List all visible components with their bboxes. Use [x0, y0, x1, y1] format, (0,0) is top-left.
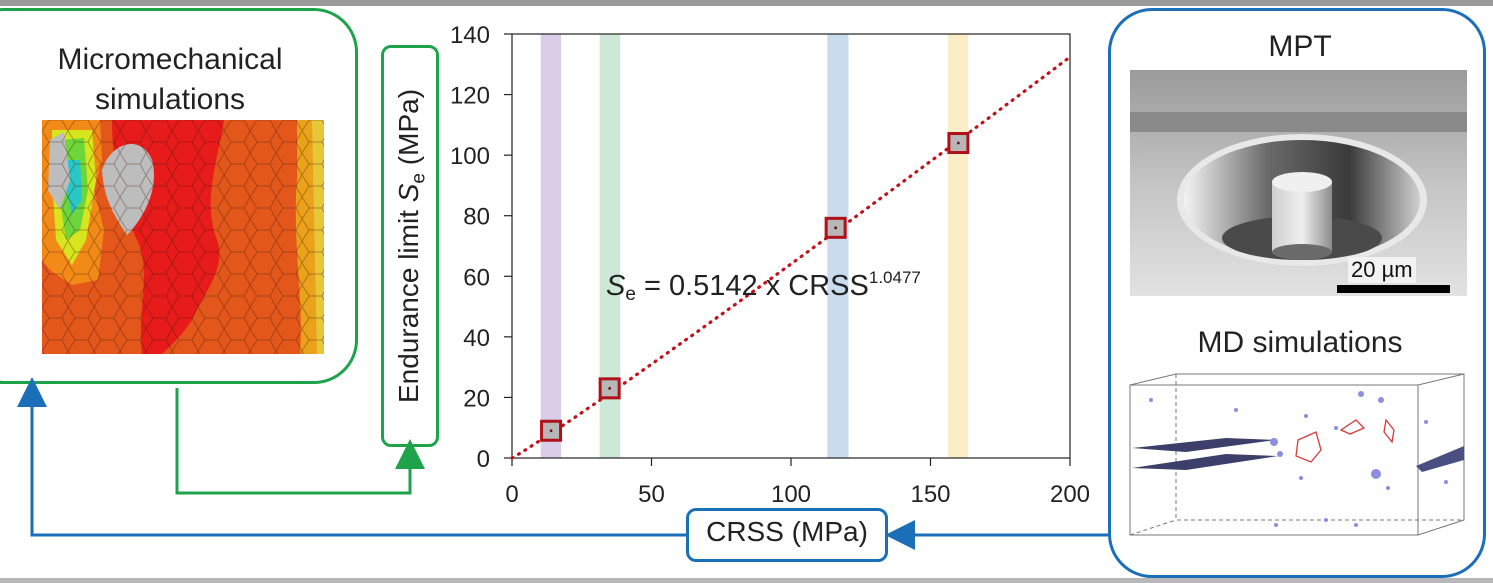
y-tick-label: 40: [463, 325, 490, 352]
equation-lhs-sub: e: [625, 284, 636, 305]
y-tick-label: 60: [463, 264, 490, 291]
data-point-center-1: [608, 386, 612, 390]
y-tick-label: 140: [450, 22, 490, 49]
x-tick-label: 50: [638, 481, 665, 508]
equation-exponent: 1.0477: [868, 268, 921, 287]
fem-simulation-image: [42, 120, 324, 354]
equation-body: = 0.5142 x CRSS: [635, 270, 869, 302]
fit-equation: Se = 0.5142 x CRSS1.0477: [606, 268, 921, 306]
highlight-band-0: [540, 34, 562, 458]
y-tick-label: 20: [463, 385, 490, 412]
scale-bar-label: 20 µm: [1348, 257, 1416, 283]
md-simulation-image: [1126, 370, 1466, 548]
highlight-band-1: [599, 34, 621, 458]
y-tick-label: 80: [463, 204, 490, 231]
x-tick-label: 0: [505, 481, 518, 508]
x-tick-label: 150: [910, 481, 950, 508]
green-connector-arrow: [175, 388, 425, 495]
x-axis-label-box: [686, 508, 888, 562]
equation-lhs: S: [606, 270, 626, 302]
y-tick-label: 100: [450, 143, 490, 170]
bottom-rule: [0, 578, 1493, 583]
y-tick-label: 0: [477, 446, 490, 473]
data-point-center-0: [549, 429, 553, 433]
x-tick-label: 200: [1050, 481, 1090, 508]
micromechanical-title: Micromechanical simulations: [57, 43, 283, 116]
md-simulations-title: MD simulations: [1197, 326, 1403, 359]
highlight-band-3: [948, 34, 969, 458]
data-point-center-2: [834, 226, 838, 230]
mpt-title: MPT: [1268, 30, 1332, 63]
x-axis-label: CRSS (MPa): [706, 516, 868, 547]
y-axis-label-box: [381, 45, 439, 447]
blue-connector-arrow-to-left: [17, 377, 686, 537]
highlight-band-2: [827, 34, 849, 458]
data-point-center-3: [957, 141, 960, 145]
fit-line: [510, 55, 1072, 460]
top-rule: [0, 0, 1493, 6]
x-tick-label: 100: [771, 481, 811, 508]
plot-area-frame: [511, 33, 1071, 459]
y-tick-label: 120: [450, 83, 490, 110]
